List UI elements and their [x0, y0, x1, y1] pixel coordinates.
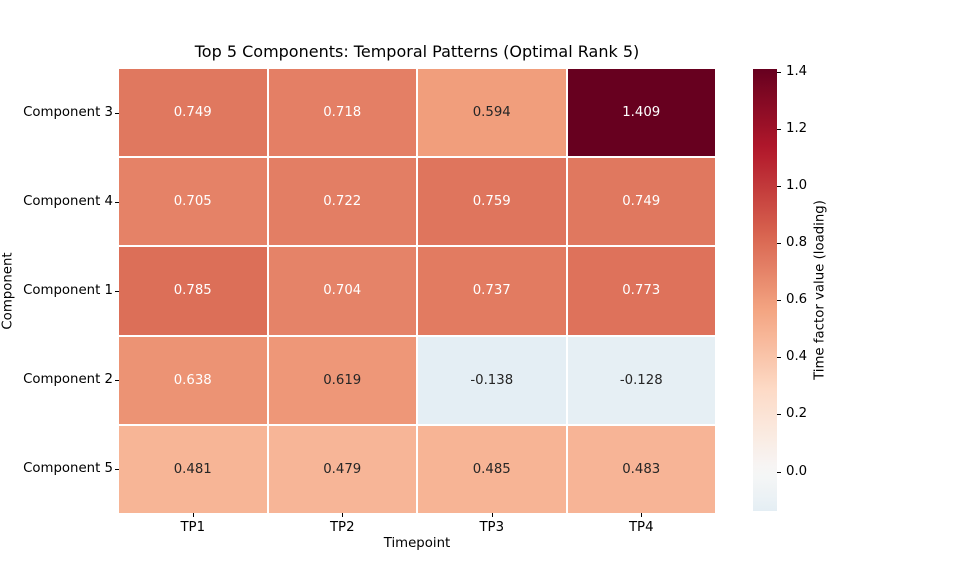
x-axis-title: Timepoint — [383, 536, 451, 551]
y-tick-label: Component 4 — [23, 193, 113, 209]
heatmap-cell: 0.785 — [119, 247, 267, 335]
tick-mark — [777, 471, 781, 473]
tick-mark — [777, 128, 781, 130]
tick-mark — [641, 513, 643, 517]
colorbar-tick-label: 0.0 — [786, 463, 808, 479]
heatmap-cell: 0.718 — [268, 69, 416, 157]
colorbar-label: Time factor value (loading) — [812, 200, 828, 380]
tick-mark — [777, 185, 781, 187]
heatmap-grid: 0.749 0.718 0.594 1.409 0.705 0.722 0.759 0.749… — [119, 69, 715, 513]
x-tick-label: TP4 — [628, 520, 654, 535]
tick-mark — [115, 291, 119, 292]
colorbar-gradient — [753, 69, 777, 511]
colorbar-tick-label: 1.0 — [786, 177, 808, 193]
heatmap-cell: 0.705 — [119, 158, 267, 246]
heatmap-cell: 0.773 — [567, 247, 715, 335]
tick-mark — [777, 414, 781, 416]
heatmap-cell: 0.737 — [418, 247, 566, 335]
heatmap-cell: 0.749 — [119, 69, 267, 157]
heatmap-cell: 0.479 — [268, 425, 416, 513]
tick-mark — [115, 201, 119, 203]
colorbar-tick-label: 0.4 — [786, 349, 808, 365]
x-tick-label: TP3 — [479, 520, 505, 535]
tick-mark — [777, 300, 781, 302]
heatmap-cell: 0.638 — [119, 336, 267, 424]
colorbar-tick-label: 1.2 — [786, 120, 808, 136]
tick-mark — [777, 357, 781, 359]
chart-title: Top 5 Components: Temporal Patterns (Opt… — [194, 42, 640, 61]
tick-mark — [342, 513, 344, 517]
heatmap-cell: 0.722 — [268, 158, 416, 246]
heatmap-cell: -0.128 — [567, 336, 715, 424]
colorbar-tick-label: 0.2 — [786, 406, 808, 422]
heatmap-cell: 0.483 — [567, 425, 715, 513]
tick-mark — [192, 513, 194, 517]
y-tick-label: Component 5 — [23, 461, 113, 477]
x-tick-label: TP2 — [329, 520, 355, 535]
y-tick-label: Component 3 — [23, 104, 113, 120]
heatmap-cell: 0.594 — [418, 69, 566, 157]
heatmap-cell: 1.409 — [567, 69, 715, 157]
tick-mark — [115, 380, 119, 382]
tick-mark — [115, 469, 119, 471]
heatmap-cell: 0.485 — [418, 425, 566, 513]
heatmap-cell: 0.619 — [268, 336, 416, 424]
heatmap-cell: -0.138 — [418, 336, 566, 424]
tick-mark — [777, 243, 781, 244]
colorbar-tick-label: 0.8 — [786, 235, 808, 250]
x-tick-label: TP1 — [180, 520, 206, 535]
tick-mark — [115, 112, 119, 114]
heatmap-cell: 0.749 — [567, 158, 715, 246]
colorbar-tick-label: 0.6 — [786, 292, 808, 308]
y-tick-label: Component 1 — [23, 283, 113, 298]
heatmap-cell: 0.704 — [268, 247, 416, 335]
heatmap-cell: 0.759 — [418, 158, 566, 246]
colorbar-tick-label: 1.4 — [786, 63, 808, 79]
tick-mark — [491, 513, 493, 517]
tick-mark — [777, 71, 781, 73]
y-tick-label: Component 2 — [23, 372, 113, 388]
heatmap-cell: 0.481 — [119, 425, 267, 513]
